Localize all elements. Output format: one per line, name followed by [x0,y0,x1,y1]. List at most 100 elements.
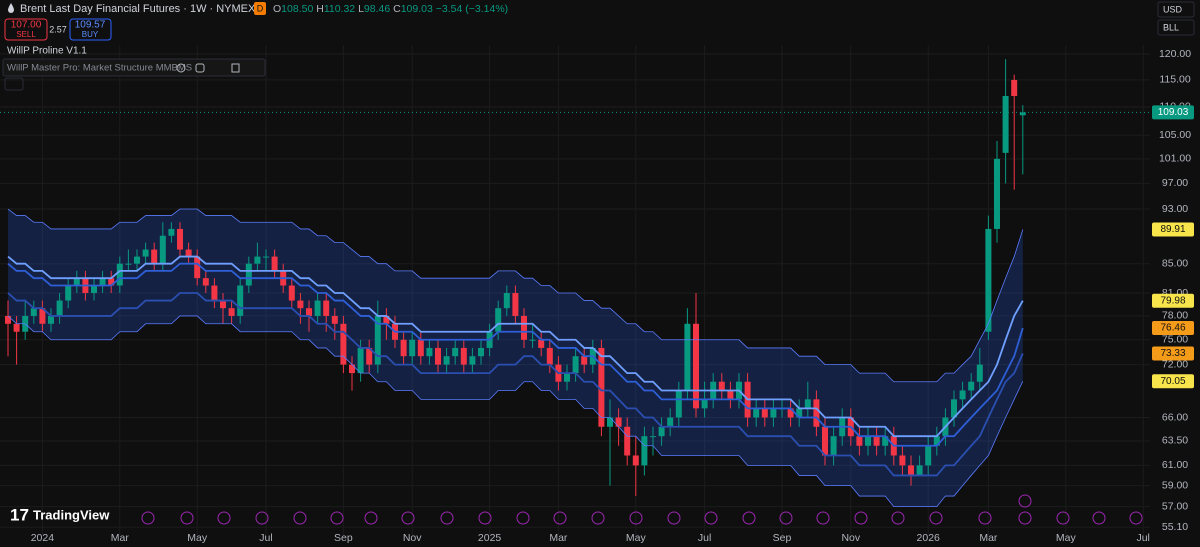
candle-body [452,347,459,357]
x-tick-label: May [187,532,208,544]
x-tick-label: Jul [698,532,711,544]
x-tick-label: 2024 [31,532,55,544]
event-icon[interactable] [516,511,530,525]
event-icon[interactable] [1018,494,1032,508]
indicator-line [7,262,1024,447]
y-tick-label: 59.00 [1162,479,1188,491]
event-icons [141,494,1143,525]
indicator-line [7,292,1024,477]
buy-button[interactable] [69,18,112,41]
candle-body [314,300,321,316]
icon-settings[interactable] [195,63,205,73]
event-icon[interactable] [816,511,830,525]
event-icon[interactable] [667,511,681,525]
candle-body [538,339,545,348]
event-icon[interactable] [1018,511,1032,525]
icon-delete[interactable] [231,63,240,73]
currency[interactable]: USD [1163,4,1183,14]
event-icon[interactable] [330,511,344,525]
sell-button[interactable] [4,18,48,41]
candle-body [374,315,381,365]
candle-body [495,308,502,332]
event-icon[interactable] [401,511,415,525]
event-icon[interactable] [440,511,454,525]
sell-label: SELL [16,30,36,39]
candle-body [761,408,768,418]
ohlc-key: O [273,3,281,15]
x-tick-label: 2026 [917,532,941,544]
brand-logo: 17 [10,505,29,524]
candle-body [598,347,605,427]
event-icon[interactable] [180,511,194,525]
event-icon[interactable] [929,511,943,525]
event-icon[interactable] [1092,511,1106,525]
indicator-name[interactable]: WillP Proline V1.1 [7,46,87,57]
candle-body [288,285,295,301]
ohlc: O108.50 H110.32 L98.46 C109.03 −3.54 (−3… [273,3,508,15]
candle-body [564,373,570,382]
candle-body [125,263,132,265]
price-label-bg [1152,321,1194,336]
brand[interactable]: TradingView [33,507,110,522]
event-icon[interactable] [742,511,756,525]
ohlc-key: L [358,3,364,15]
event-icon[interactable] [854,511,868,525]
symbol[interactable]: Brent Last Day Financial Futures · 1W · … [20,3,256,15]
y-tick-label: 105.00 [1159,129,1191,141]
candle-body [323,300,330,316]
event-icon[interactable] [629,511,643,525]
candle-body [159,235,166,264]
event-icon[interactable] [591,511,605,525]
candle-body [770,408,777,418]
unit[interactable]: BLL [1163,22,1179,32]
ohlc-key: C [393,3,401,15]
candle-body [787,408,794,418]
event-icon[interactable] [1056,511,1070,525]
candle-body [73,278,80,286]
price-label: 76.46 [1160,323,1185,334]
candle-body [254,256,261,264]
event-icon[interactable] [704,511,718,525]
candle-body [650,436,656,438]
y-tick-label: 93.00 [1162,203,1188,215]
price-label-bg [1152,293,1194,308]
candle-body [830,436,837,456]
candle-body [521,315,527,340]
icon-eye[interactable] [176,63,186,73]
event-icon[interactable] [1129,511,1143,525]
indicator-name[interactable]: WillP Master Pro: Market Structure MMBMS [7,63,192,74]
candle-body [383,315,390,324]
event-icon[interactable] [293,511,307,525]
candle-body [5,315,11,324]
sell-price: 107.00 [11,20,42,31]
event-icon[interactable] [141,511,155,525]
candle-body [56,300,63,316]
unit-box[interactable] [1157,19,1195,36]
candle-body [968,381,975,391]
indicator-line [7,208,1024,383]
candle-body [211,285,218,301]
axis-layer: 55.10 57.00 59.00 61.00 63.50 66.00 72.00 75.00… [31,48,1194,544]
candle-body [48,315,54,324]
event-icon[interactable] [553,511,567,525]
indicator-line [7,255,1024,438]
band-fill [8,209,1023,507]
event-icon[interactable] [891,511,905,525]
candle-body [882,436,889,446]
currency-box[interactable] [1157,1,1195,18]
candle-body [675,390,682,418]
candle-body [185,249,192,257]
event-icon[interactable] [978,511,992,525]
candle-body [718,381,725,391]
candle-body [624,426,631,456]
event-icon[interactable] [364,511,378,525]
event-icon[interactable] [779,511,793,525]
candle-body [409,339,416,357]
y-tick-label: 85.00 [1162,257,1188,269]
event-icon[interactable] [217,511,231,525]
event-icon[interactable] [478,511,492,525]
event-icon[interactable] [255,511,269,525]
candle-body [263,256,269,258]
candle-body [1019,112,1026,116]
collapse-button[interactable] [4,77,24,91]
